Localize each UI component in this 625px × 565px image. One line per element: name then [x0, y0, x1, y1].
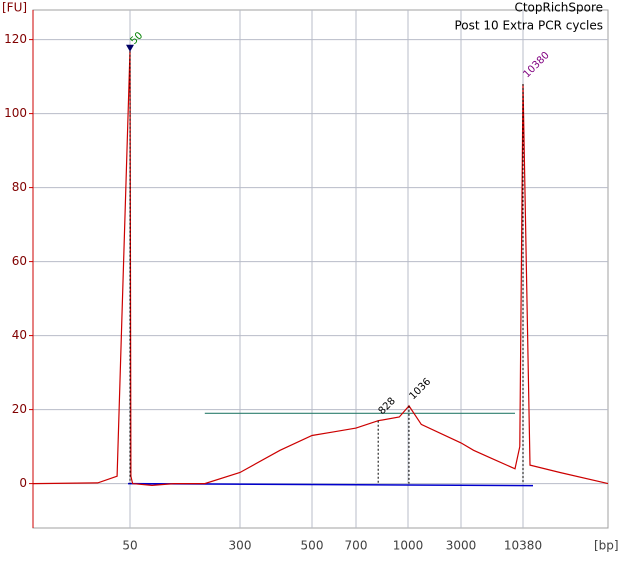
- x-tick-label: 3000: [446, 539, 477, 553]
- x-tick-label: 500: [301, 539, 324, 553]
- x-tick-label: 10380: [504, 539, 542, 553]
- y-tick-label: 0: [19, 476, 27, 490]
- peak-marker: [126, 44, 134, 52]
- y-tick-label: 40: [12, 328, 27, 342]
- x-axis-label: [bp]: [594, 539, 619, 553]
- x-tick-label: 700: [345, 539, 368, 553]
- x-tick-label: 1000: [393, 539, 424, 553]
- trace: [32, 50, 609, 487]
- grid: 0 20 40 60 80 100 120 50 300 500 700 1000 3000 10380: [4, 10, 608, 553]
- x-tick-label: 300: [229, 539, 252, 553]
- y-tick-label: 80: [12, 180, 27, 194]
- y-tick-label: 60: [12, 254, 27, 268]
- y-tick-label: 120: [4, 32, 27, 46]
- y-tick-label: 100: [4, 106, 27, 120]
- chart-subtitle: Post 10 Extra PCR cycles: [454, 19, 603, 33]
- y-axis-label: [FU]: [2, 1, 27, 15]
- chart-title: CtopRichSpore: [514, 1, 603, 15]
- y-tick-label: 20: [12, 402, 27, 416]
- x-tick-label: 50: [122, 539, 137, 553]
